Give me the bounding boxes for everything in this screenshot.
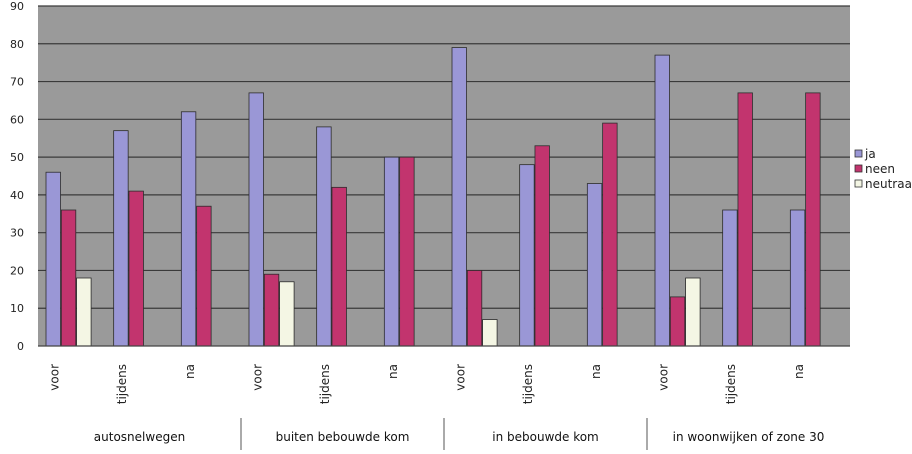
bar-ja-voor	[654, 54, 670, 347]
bar-neutraal-voor	[482, 319, 498, 347]
y-tick-label: 60	[10, 113, 24, 126]
x-category-label: voor	[454, 364, 468, 391]
bar-ja-tijdens	[316, 126, 332, 347]
bar-neen-tijdens	[128, 190, 144, 347]
bar-neen-tijdens	[534, 145, 550, 347]
x-category-label: tijdens	[521, 364, 535, 404]
bar-ja-voor	[451, 47, 467, 347]
group-label: in woonwijken of zone 30	[673, 430, 825, 444]
legend-swatch	[854, 149, 863, 158]
bar-neen-na	[399, 156, 415, 347]
bar-neen-voor	[466, 270, 483, 347]
y-tick-label: 10	[10, 302, 24, 315]
x-category-label: tijdens	[115, 364, 129, 404]
y-axis-ticks: 0 10 20 30 40 50 60 70 80 90	[10, 0, 24, 353]
group-label: buiten bebouwde kom	[276, 430, 410, 444]
bar-neen-na	[196, 205, 212, 347]
y-tick-label: 50	[10, 151, 24, 164]
y-tick-label: 30	[10, 227, 24, 240]
bar-neen-voor	[263, 273, 280, 347]
y-tick-label: 20	[10, 264, 24, 277]
bar-neutraal-voor	[685, 277, 701, 347]
x-category-label: voor	[48, 364, 62, 391]
bar-neutraal-voor	[76, 277, 92, 347]
x-category-label: na	[792, 364, 806, 379]
bar-ja-voor	[248, 92, 264, 347]
bar-ja-voor	[45, 171, 61, 347]
y-tick-label: 90	[10, 0, 24, 13]
y-tick-label: 80	[10, 38, 24, 51]
x-category-label: tijdens	[724, 364, 738, 404]
bar-neen-tijdens	[331, 186, 347, 347]
bar-ja-na	[383, 156, 400, 347]
x-category-label: na	[386, 364, 400, 379]
bar-ja-tijdens	[519, 164, 535, 347]
x-category-label: na	[589, 364, 603, 379]
bar-neutraal-voor	[279, 281, 295, 347]
legend-label: ja	[864, 147, 876, 161]
plot-background	[38, 6, 850, 346]
legend-swatch	[854, 179, 863, 188]
gridlines	[38, 5, 850, 309]
group-labels: autosnelwegen buiten bebouwde kom in bebou…	[94, 418, 825, 450]
x-category-label: na	[183, 364, 197, 379]
x-axis-labels: voor tijdens na voor tijdens na voor tijdens na v…	[48, 364, 806, 404]
bar-ja-na	[586, 183, 603, 347]
bar-neen-voor	[60, 209, 77, 347]
group-label: in bebouwde kom	[492, 430, 599, 444]
bar-ja-na	[180, 111, 197, 347]
bar-neen-tijdens	[737, 92, 753, 347]
x-category-label: voor	[657, 364, 671, 391]
bar-neen-voor	[669, 296, 686, 347]
bar-ja-tijdens	[113, 130, 129, 347]
legend-label: neen	[865, 162, 895, 176]
bar-neen-na	[602, 122, 618, 347]
legend-swatch	[854, 164, 863, 173]
group-label: autosnelwegen	[94, 430, 185, 444]
x-category-label: voor	[251, 364, 265, 391]
y-tick-label: 0	[17, 340, 24, 353]
y-tick-label: 40	[10, 189, 24, 202]
bar-neen-na	[805, 92, 821, 347]
bars	[45, 47, 821, 347]
legend-label: neutraal	[865, 177, 912, 191]
x-category-label: tijdens	[318, 364, 332, 404]
bar-ja-tijdens	[722, 209, 738, 347]
y-tick-label: 70	[10, 76, 24, 89]
bar-ja-na	[789, 209, 806, 347]
